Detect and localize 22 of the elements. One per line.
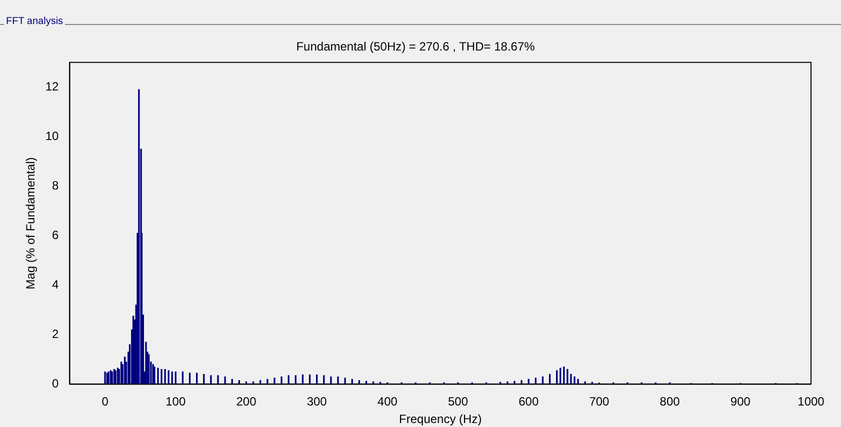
text: FFT analysis bbox=[4, 16, 66, 27]
x-tick-label: 900 bbox=[730, 394, 751, 409]
y-tick-label: 10 bbox=[45, 128, 60, 143]
y-tick-label: 4 bbox=[52, 277, 60, 292]
y-tick-label: 8 bbox=[52, 178, 60, 192]
y-tick-label: 2 bbox=[52, 327, 60, 342]
x-tick-label: 700 bbox=[589, 394, 610, 409]
x-tick-label: 400 bbox=[377, 394, 398, 409]
y-tick-label: 12 bbox=[45, 79, 60, 94]
x-tick-label: 200 bbox=[236, 394, 257, 409]
x-tick-label: 600 bbox=[518, 394, 539, 409]
x-axis-title: Frequency (Hz) bbox=[399, 412, 482, 426]
x-tick-label: 100 bbox=[166, 394, 186, 409]
x-tick-label: 300 bbox=[306, 394, 328, 409]
x-tick-label: 0 bbox=[102, 394, 109, 409]
chart-title: Fundamental (50Hz) = 270.6 , THD= 18.67% bbox=[296, 40, 536, 54]
y-tick-label: 0 bbox=[52, 376, 60, 391]
x-tick-label: 800 bbox=[660, 394, 680, 409]
y-axis-title: Mag (% of Fundamental) bbox=[24, 157, 38, 290]
y-tick-label: 6 bbox=[52, 228, 60, 242]
x-tick-label: 1000 bbox=[798, 394, 825, 409]
x-tick-label: 500 bbox=[448, 394, 468, 409]
